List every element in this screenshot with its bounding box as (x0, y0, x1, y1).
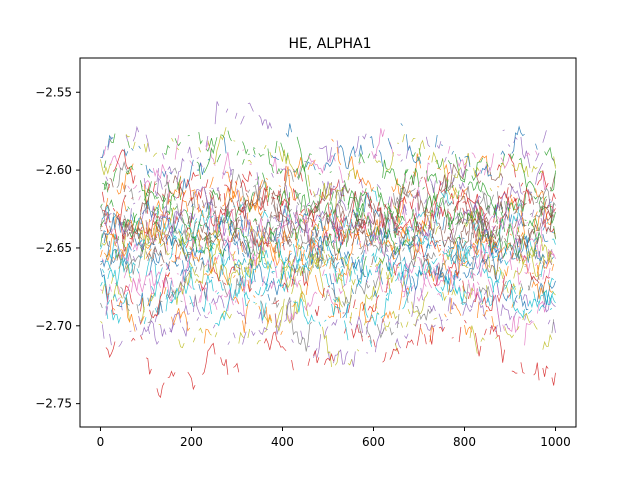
x-tick-label: 200 (180, 435, 203, 449)
series-line (101, 217, 554, 298)
x-tick-label: 1000 (540, 435, 571, 449)
x-tick-label: 800 (453, 435, 476, 449)
x-axis: 0 200 400 600 800 1000 (97, 427, 571, 449)
y-tick-label: −2.60 (35, 163, 72, 177)
series-line (103, 132, 556, 194)
series-line (100, 270, 555, 352)
y-tick-label: −2.55 (35, 85, 72, 99)
series-line (106, 239, 554, 322)
plot-frame (79, 57, 577, 428)
series-line (101, 235, 555, 306)
y-tick-label: −2.75 (35, 397, 72, 411)
x-tick-label: 600 (362, 435, 385, 449)
x-tick-label: 400 (271, 435, 294, 449)
y-tick-label: −2.70 (35, 319, 72, 333)
series-line (101, 294, 556, 358)
y-axis: −2.55 −2.60 −2.65 −2.70 −2.75 (35, 85, 80, 411)
series-line (103, 165, 556, 253)
series-line (100, 127, 556, 213)
series-line (103, 228, 554, 326)
series-line (100, 238, 556, 327)
series-layer (100, 101, 556, 399)
chart-title: HE, ALPHA1 (288, 36, 371, 52)
y-tick-label: −2.65 (35, 241, 72, 255)
x-tick-label: 0 (97, 435, 105, 449)
series-line (105, 250, 553, 347)
series-line (105, 161, 554, 226)
